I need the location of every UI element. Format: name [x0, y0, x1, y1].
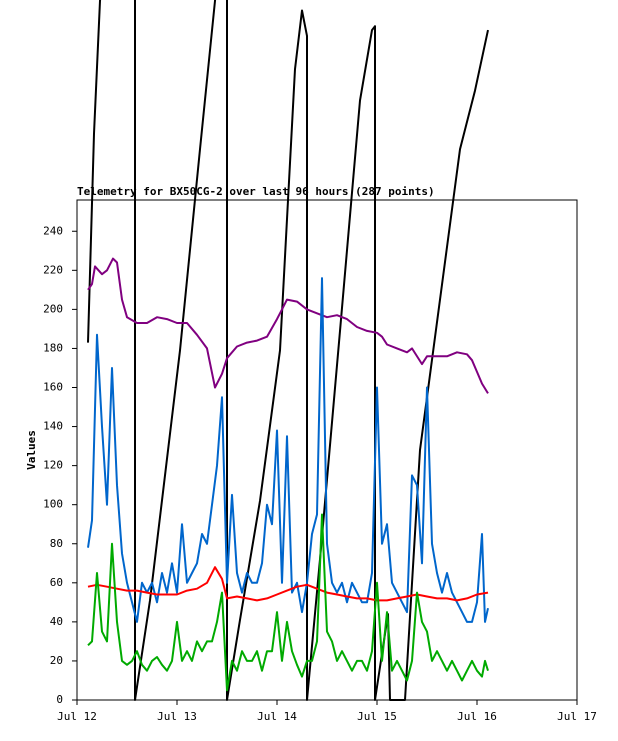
y-tick-label: 80 [50, 537, 63, 550]
x-tick-label: Jul 12 [57, 710, 97, 723]
y-tick-label: 60 [50, 576, 63, 589]
y-axis-label: Values [25, 430, 38, 470]
y-tick-label: 200 [43, 302, 63, 315]
y-tick-label: 220 [43, 263, 63, 276]
x-tick-label: Jul 13 [157, 710, 197, 723]
x-tick-label: Jul 17 [557, 710, 597, 723]
plot-frame [76, 199, 578, 701]
y-tick-label: 240 [43, 224, 63, 237]
series-line [87, 0, 489, 701]
series-line [87, 513, 489, 692]
y-tick-label: 120 [43, 459, 63, 472]
y-tick-label: 140 [43, 420, 63, 433]
series-line [87, 277, 489, 623]
y-tick-label: 100 [43, 498, 63, 511]
y-tick-label: 20 [50, 654, 63, 667]
chart-title: Telemetry for BX50CG-2 over last 96 hour… [77, 185, 435, 198]
x-tick-label: Jul 14 [257, 710, 297, 723]
x-tick-label: Jul 16 [457, 710, 497, 723]
series-line [87, 566, 489, 602]
y-tick-label: 160 [43, 381, 63, 394]
y-tick-label: 40 [50, 615, 63, 628]
x-tick-label: Jul 15 [357, 710, 397, 723]
series-line [87, 257, 489, 394]
y-tick-label: 0 [56, 693, 63, 706]
y-tick-label: 180 [43, 341, 63, 354]
